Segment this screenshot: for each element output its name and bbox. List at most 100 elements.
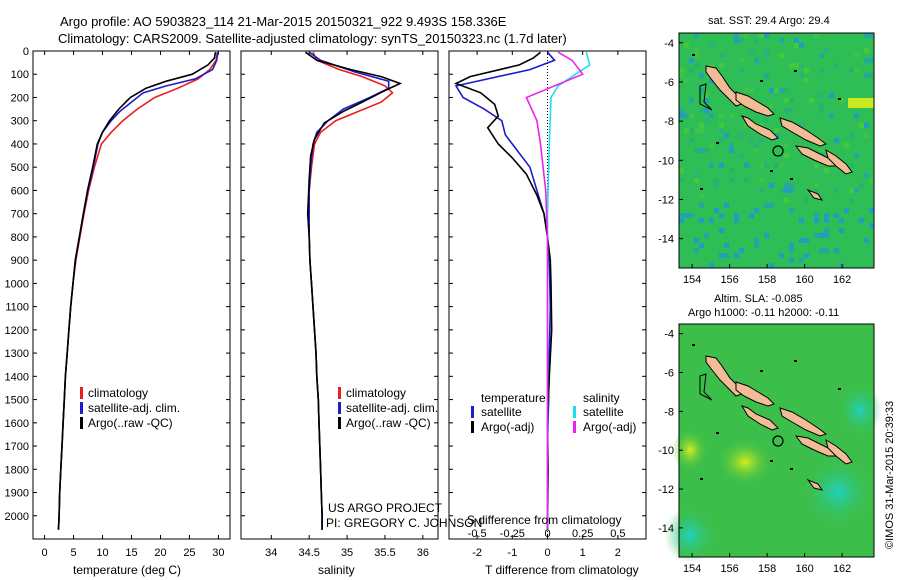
sst-pixel xyxy=(854,68,859,73)
sst-pixel xyxy=(689,113,694,118)
sst-pixel xyxy=(694,33,699,38)
x-tick-label: 15 xyxy=(125,547,137,559)
sst-pixel xyxy=(774,163,779,168)
sst-pixel xyxy=(734,38,739,43)
x-tick-label: 25 xyxy=(183,547,195,559)
islet xyxy=(760,370,763,372)
sst-pixel xyxy=(824,48,829,53)
sst-pixel xyxy=(714,208,719,213)
sst-pixel xyxy=(774,128,779,133)
sst-pixel xyxy=(699,218,704,223)
islet xyxy=(794,360,797,362)
sst-pixel xyxy=(819,68,824,73)
islet xyxy=(692,54,695,56)
sst-pixel xyxy=(839,218,844,223)
sst-pixel xyxy=(854,153,859,158)
project-credit: US ARGO PROJECT xyxy=(328,501,443,515)
sst-pixel xyxy=(679,218,684,223)
x-tick-label: 5 xyxy=(70,547,76,559)
sst-pixel xyxy=(869,178,874,183)
legend-label: satellite xyxy=(481,405,522,419)
sst-pixel xyxy=(779,38,784,43)
y-tick-label: 1700 xyxy=(5,441,29,453)
sst-pixel xyxy=(834,138,839,143)
map-x-tick-label: 160 xyxy=(795,274,813,286)
sst-pixel xyxy=(854,188,859,193)
sst-pixel xyxy=(739,103,744,108)
sst-pixel xyxy=(849,133,854,138)
sst-pixel xyxy=(834,248,839,253)
map-x-tick-label: 158 xyxy=(758,274,776,286)
sst-pixel xyxy=(744,123,749,128)
islet xyxy=(790,468,793,470)
sst-pixel xyxy=(689,128,694,133)
sst-pixel xyxy=(699,128,704,133)
sst-pixel xyxy=(849,163,854,168)
x-axis-label: T difference from climatology xyxy=(485,563,639,577)
sla-map: Altim. SLA: -0.085 Argo h1000: -0.11 h20… xyxy=(658,293,882,575)
sst-pixel xyxy=(784,153,789,158)
sst-pixel xyxy=(704,98,709,103)
sst-pixel xyxy=(754,143,759,148)
plot-frame xyxy=(32,50,231,540)
map-y-tick-label: -10 xyxy=(658,445,674,457)
s-tick-label: 0.25 xyxy=(572,528,593,540)
sst-pixel xyxy=(689,58,694,63)
sst-pixel xyxy=(784,108,789,113)
sst-pixel xyxy=(739,38,744,43)
sst-pixel xyxy=(769,103,774,108)
map-y-tick-label: -12 xyxy=(658,194,674,206)
sst-pixel xyxy=(704,148,709,153)
islet xyxy=(770,460,773,462)
sst-pixel xyxy=(834,213,839,218)
sst-pixel xyxy=(864,73,869,78)
sst-pixel xyxy=(814,233,819,238)
sst-pixel xyxy=(784,198,789,203)
x-axis-label: temperature (deg C) xyxy=(73,563,181,577)
x-tick-label: 34.5 xyxy=(298,547,319,559)
sst-pixel xyxy=(689,68,694,73)
sst-pixel xyxy=(784,183,789,188)
sst-pixel xyxy=(754,58,759,63)
sst-pixel xyxy=(869,208,874,213)
map-y-tick-label: -8 xyxy=(664,406,674,418)
map-x-tick-label: 154 xyxy=(683,274,701,286)
sst-pixel xyxy=(849,68,854,73)
map-y-tick-label: -4 xyxy=(664,38,674,50)
sst-pixel xyxy=(819,93,824,98)
sst-pixel xyxy=(699,88,704,93)
sst-pixel xyxy=(849,188,854,193)
sst-pixel xyxy=(794,38,799,43)
sst-pixel xyxy=(744,33,749,38)
sst-pixel xyxy=(759,33,764,38)
series-s-satellite xyxy=(546,51,591,530)
sst-pixel xyxy=(754,38,759,43)
legend-swatch xyxy=(338,417,341,429)
sst-pixel xyxy=(864,173,869,178)
sst-pixel xyxy=(804,68,809,73)
sst-pixel xyxy=(814,213,819,218)
sst-pixel xyxy=(709,43,714,48)
y-tick-label: 1600 xyxy=(5,418,29,430)
argo-position-marker-sst xyxy=(772,145,784,157)
sst-pixel xyxy=(809,98,814,103)
sst-pixel xyxy=(699,73,704,78)
map-y-tick-label: -12 xyxy=(658,484,674,496)
y-tick-label: 1300 xyxy=(5,348,29,360)
legend-swatch xyxy=(338,387,341,399)
sst-pixel xyxy=(789,63,794,68)
island-shape xyxy=(699,373,713,401)
sst-pixel xyxy=(679,178,684,183)
sst-pixel xyxy=(804,253,809,258)
sst-pixel xyxy=(719,113,724,118)
y-tick-label: 400 xyxy=(11,139,29,151)
legend-label: climatology xyxy=(88,386,148,400)
sst-pixel xyxy=(709,143,714,148)
sst-pixel xyxy=(704,93,709,98)
sla-blob-2 xyxy=(672,428,708,472)
sst-pixel xyxy=(779,253,784,258)
sst-warm-patch xyxy=(848,98,874,108)
y-tick-label: 0 xyxy=(23,46,29,58)
x-tick-label: 30 xyxy=(212,547,224,559)
y-tick-label: 900 xyxy=(11,255,29,267)
